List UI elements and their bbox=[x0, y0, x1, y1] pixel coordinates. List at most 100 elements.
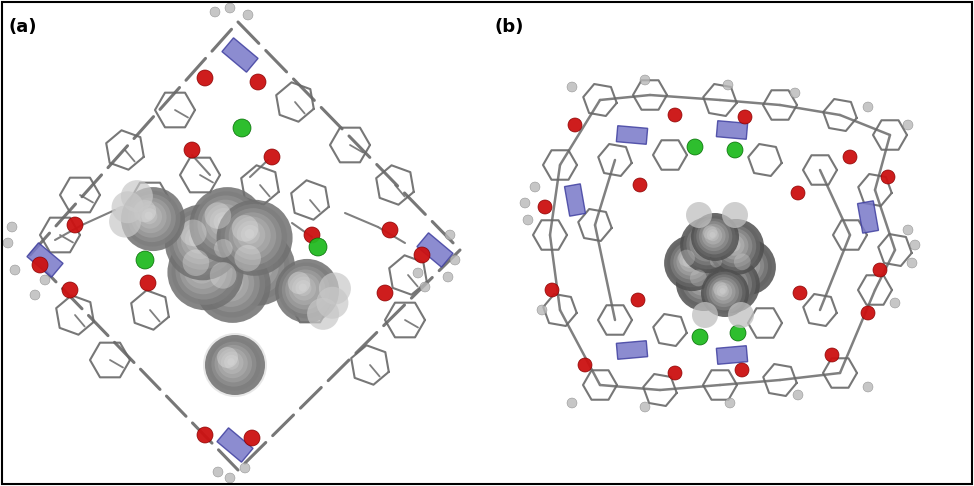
Circle shape bbox=[727, 238, 740, 252]
Circle shape bbox=[40, 275, 50, 285]
Circle shape bbox=[192, 260, 210, 278]
Circle shape bbox=[723, 276, 736, 290]
Circle shape bbox=[703, 272, 746, 313]
Circle shape bbox=[690, 270, 707, 286]
Circle shape bbox=[121, 187, 185, 251]
Circle shape bbox=[725, 398, 735, 408]
Circle shape bbox=[220, 246, 234, 259]
Circle shape bbox=[578, 358, 592, 372]
Circle shape bbox=[264, 149, 280, 165]
Circle shape bbox=[210, 263, 248, 302]
Circle shape bbox=[227, 238, 284, 295]
Circle shape bbox=[141, 208, 158, 224]
Circle shape bbox=[732, 252, 761, 279]
Circle shape bbox=[714, 226, 756, 267]
Circle shape bbox=[523, 215, 533, 225]
Circle shape bbox=[30, 290, 40, 300]
Circle shape bbox=[179, 247, 227, 294]
Circle shape bbox=[62, 282, 78, 298]
Circle shape bbox=[907, 258, 917, 268]
Circle shape bbox=[171, 239, 238, 305]
Circle shape bbox=[189, 187, 265, 263]
Circle shape bbox=[281, 266, 330, 314]
Circle shape bbox=[227, 358, 235, 365]
Circle shape bbox=[217, 347, 238, 368]
Circle shape bbox=[225, 208, 281, 265]
Circle shape bbox=[443, 272, 453, 282]
Circle shape bbox=[712, 280, 735, 304]
Circle shape bbox=[225, 3, 235, 13]
Circle shape bbox=[217, 243, 238, 263]
Circle shape bbox=[903, 120, 913, 130]
Circle shape bbox=[676, 255, 731, 311]
Circle shape bbox=[727, 142, 743, 158]
Circle shape bbox=[205, 335, 265, 395]
Circle shape bbox=[189, 229, 208, 248]
Circle shape bbox=[112, 191, 143, 223]
Circle shape bbox=[693, 230, 721, 258]
Circle shape bbox=[241, 225, 260, 244]
Circle shape bbox=[668, 108, 682, 122]
Circle shape bbox=[218, 348, 247, 378]
Circle shape bbox=[692, 271, 712, 292]
Circle shape bbox=[197, 70, 213, 86]
Circle shape bbox=[240, 463, 250, 473]
Circle shape bbox=[180, 220, 206, 246]
Circle shape bbox=[204, 228, 256, 281]
Circle shape bbox=[214, 240, 242, 267]
Circle shape bbox=[715, 261, 721, 266]
FancyBboxPatch shape bbox=[565, 184, 585, 216]
Circle shape bbox=[825, 348, 839, 362]
Circle shape bbox=[209, 262, 237, 289]
Circle shape bbox=[706, 275, 742, 311]
Circle shape bbox=[414, 247, 430, 263]
Circle shape bbox=[223, 276, 233, 286]
Circle shape bbox=[863, 102, 873, 112]
Circle shape bbox=[530, 182, 540, 192]
Circle shape bbox=[738, 110, 752, 124]
Circle shape bbox=[219, 230, 295, 306]
Circle shape bbox=[695, 233, 717, 254]
Circle shape bbox=[640, 402, 650, 412]
Circle shape bbox=[716, 270, 744, 297]
Circle shape bbox=[288, 273, 320, 305]
Circle shape bbox=[723, 80, 733, 90]
Circle shape bbox=[224, 355, 240, 370]
Circle shape bbox=[243, 10, 253, 20]
Circle shape bbox=[687, 139, 703, 155]
Circle shape bbox=[133, 200, 156, 222]
Circle shape bbox=[679, 258, 728, 307]
Text: (a): (a) bbox=[8, 18, 36, 36]
Circle shape bbox=[720, 288, 726, 294]
Circle shape bbox=[690, 226, 725, 261]
Circle shape bbox=[567, 82, 577, 92]
Circle shape bbox=[212, 237, 245, 270]
Circle shape bbox=[219, 272, 238, 291]
Circle shape bbox=[719, 273, 740, 294]
Circle shape bbox=[235, 245, 261, 272]
Circle shape bbox=[861, 306, 875, 320]
Circle shape bbox=[863, 382, 873, 392]
Circle shape bbox=[413, 268, 423, 278]
Circle shape bbox=[223, 249, 230, 256]
Circle shape bbox=[209, 208, 238, 237]
Circle shape bbox=[700, 245, 740, 285]
Circle shape bbox=[288, 272, 311, 294]
Circle shape bbox=[710, 256, 722, 267]
Circle shape bbox=[377, 285, 393, 301]
Circle shape bbox=[184, 142, 200, 158]
Circle shape bbox=[709, 277, 739, 307]
Circle shape bbox=[683, 220, 732, 269]
Circle shape bbox=[304, 227, 320, 243]
Circle shape bbox=[545, 283, 559, 297]
Circle shape bbox=[664, 235, 720, 291]
Circle shape bbox=[216, 200, 292, 276]
Circle shape bbox=[299, 283, 307, 292]
Circle shape bbox=[173, 213, 230, 270]
Circle shape bbox=[275, 259, 339, 323]
Circle shape bbox=[206, 231, 253, 278]
Circle shape bbox=[733, 254, 751, 270]
Circle shape bbox=[890, 298, 900, 308]
Circle shape bbox=[706, 252, 731, 277]
Circle shape bbox=[726, 245, 768, 287]
